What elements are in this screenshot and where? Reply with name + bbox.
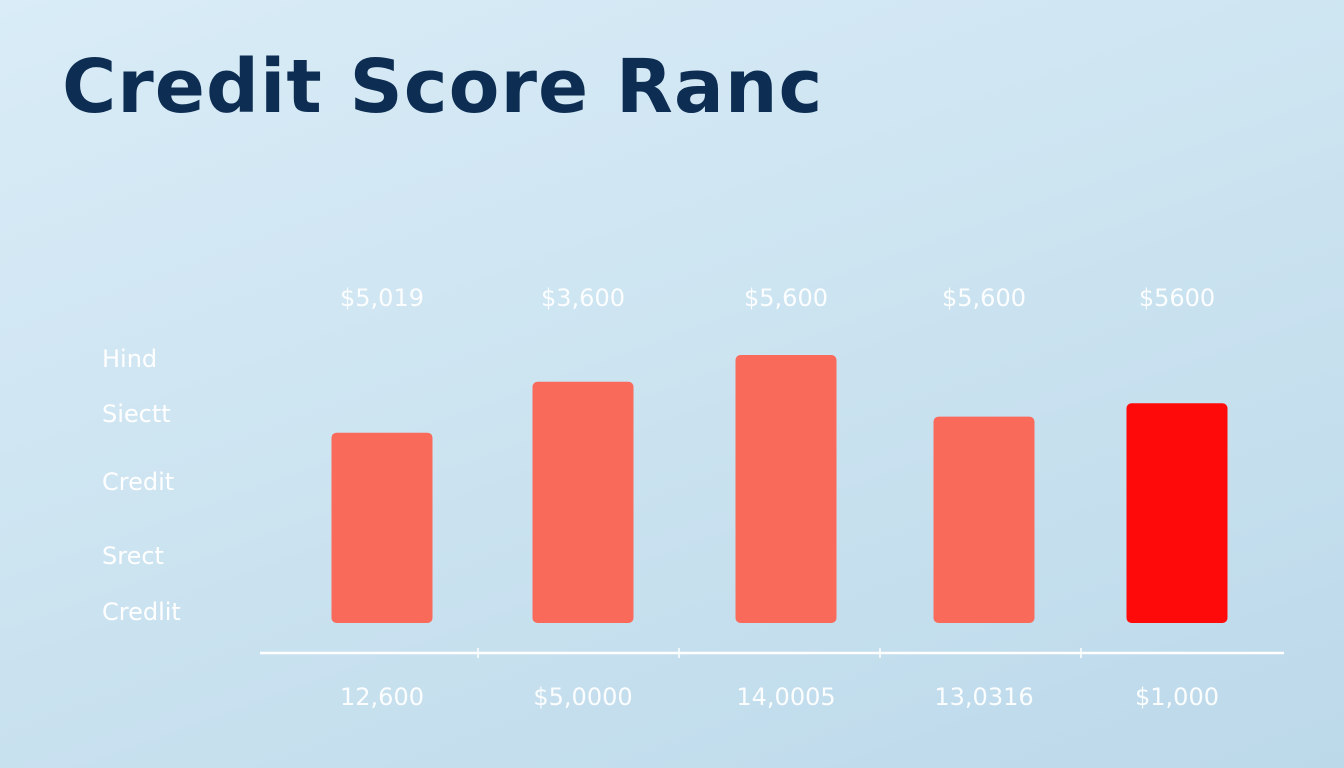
bar-top-label: $5,019: [340, 284, 424, 312]
row-label: Credit: [102, 468, 175, 496]
bar: [735, 355, 837, 623]
bar-top-label: $5,600: [942, 284, 1026, 312]
row-label: Hind: [102, 345, 158, 373]
x-tick-label: 12,600: [340, 683, 424, 711]
x-tick-label: 14,0005: [736, 683, 836, 711]
bar-top-label: $5,600: [744, 284, 828, 312]
x-tick-label: $1,000: [1135, 683, 1219, 711]
chart-title: Credit Score Ranc: [62, 44, 824, 130]
row-label: Siectt: [102, 400, 171, 428]
row-label: Credlit: [102, 598, 181, 626]
bar: [331, 432, 433, 623]
x-tick-label: $5,0000: [533, 683, 633, 711]
row-label: Srect: [102, 542, 164, 570]
bar: [1126, 403, 1228, 623]
bar: [933, 416, 1035, 623]
bar: [532, 381, 634, 623]
bar-top-label: $5600: [1138, 284, 1216, 312]
bar-top-label: $3,600: [541, 284, 625, 312]
x-tick-label: 13,0316: [934, 683, 1034, 711]
